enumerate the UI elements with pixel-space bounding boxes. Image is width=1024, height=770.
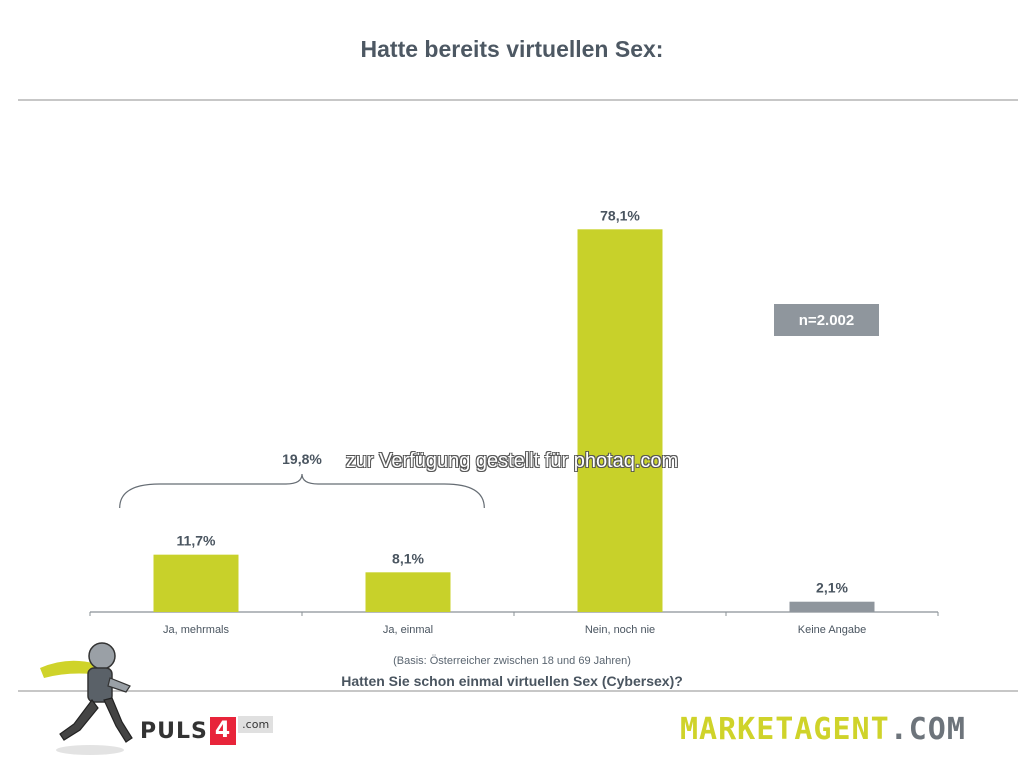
mascot-runner-icon <box>40 642 133 755</box>
bar <box>577 229 663 612</box>
puls4-logo-number: 4 <box>209 717 237 745</box>
bracket-total-label: 19,8% <box>282 451 322 467</box>
bar-value-label: 8,1% <box>392 550 424 566</box>
x-tick-label: Nein, noch nie <box>585 624 655 636</box>
x-tick-label: Ja, einmal <box>383 624 433 636</box>
chart-title: Hatte bereits virtuellen Sex: <box>360 36 664 62</box>
marketagent-logo: MARKETAGENT.COM <box>680 712 1000 747</box>
marketagent-logo-brand: MARKETAGENT <box>680 712 890 747</box>
x-tick-label: Keine Angabe <box>798 624 867 636</box>
watermark: zur Verfügung gestellt für photaq.com <box>345 450 679 472</box>
bar <box>153 554 239 612</box>
top-divider <box>18 99 1018 101</box>
basis-note: (Basis: Österreicher zwischen 18 und 69 … <box>393 655 631 667</box>
puls4-logo-suffix: .com <box>238 716 274 733</box>
bottom-divider <box>18 690 1018 692</box>
puls4-logo: PULS 4 .com <box>140 716 274 746</box>
bar-value-label: 11,7% <box>177 533 216 549</box>
bar-value-label: 2,1% <box>816 580 848 596</box>
puls4-logo-text: PULS <box>140 718 208 744</box>
bar <box>365 572 451 612</box>
marketagent-logo-suffix: .COM <box>889 712 966 747</box>
sample-size-badge: n=2.002 <box>774 304 879 336</box>
bar-value-label: 78,1% <box>600 207 640 223</box>
bracket <box>119 473 485 509</box>
bar <box>789 601 875 612</box>
survey-question: Hatten Sie schon einmal virtuellen Sex (… <box>341 673 683 689</box>
bar-chart: 19,8% 11,7% Ja, mehrmals 8,1% Ja, einmal 78,… <box>89 207 939 636</box>
x-tick-label: Ja, mehrmals <box>163 624 230 636</box>
